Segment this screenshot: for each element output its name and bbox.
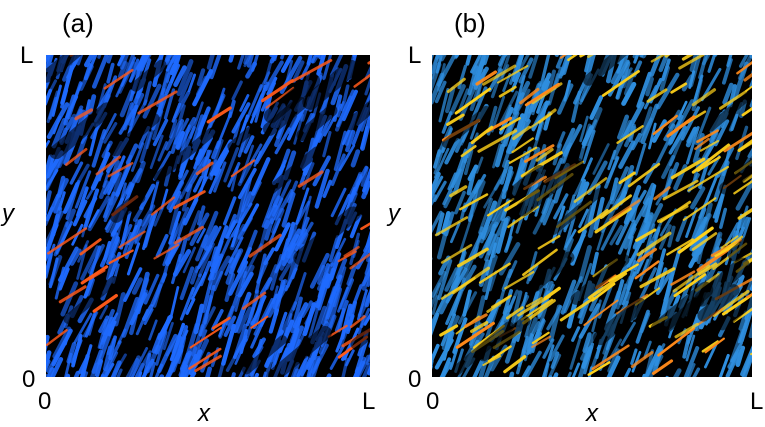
streak: [116, 197, 139, 216]
streak: [233, 82, 241, 99]
y-axis-label: y: [388, 202, 400, 226]
streak: [322, 376, 329, 378]
streak: [641, 376, 645, 377]
streak: [211, 97, 223, 127]
streak: [644, 55, 656, 56]
panel-tag: (b): [454, 8, 486, 39]
streak: [259, 373, 265, 377]
panel-tag: (a): [62, 8, 94, 39]
streak: [678, 218, 686, 240]
panel-b: (b) L y 0 0 x L: [388, 0, 765, 424]
streak: [94, 56, 106, 86]
x-axis-label: x: [198, 402, 210, 426]
streak: [362, 216, 371, 229]
streak: [506, 237, 511, 251]
streak: [228, 374, 234, 377]
streak: [108, 65, 113, 82]
streak: [662, 68, 668, 90]
panel-a: (a) L y 0 0 x L: [0, 0, 382, 424]
x-axis-label: x: [586, 402, 598, 426]
streak: [171, 287, 178, 318]
streak: [282, 55, 286, 58]
y-origin-label: 0: [22, 368, 35, 392]
streak: [109, 55, 117, 62]
streak: [539, 236, 559, 248]
streak: [231, 55, 237, 61]
streak: [355, 174, 361, 193]
simulation-snapshot: [46, 55, 370, 377]
simulation-snapshot: [432, 55, 752, 377]
streak: [432, 314, 438, 338]
streak: [692, 189, 703, 208]
x-max-label: L: [362, 390, 375, 414]
streak: [671, 371, 679, 377]
y-origin-label: 0: [408, 368, 421, 392]
y-axis-label: y: [2, 202, 14, 226]
y-max-label: L: [408, 44, 421, 68]
y-max-label: L: [20, 44, 33, 68]
x-origin-label: 0: [426, 390, 439, 414]
streak: [470, 167, 476, 179]
x-max-label: L: [750, 390, 763, 414]
streak: [353, 152, 358, 166]
streak-field-b: [432, 55, 752, 377]
streak: [135, 209, 142, 221]
streak: [338, 359, 347, 377]
streak: [508, 374, 512, 377]
x-origin-label: 0: [38, 390, 51, 414]
streak: [621, 369, 629, 377]
streak: [350, 286, 361, 315]
streak: [601, 196, 630, 218]
streak-field-a: [46, 55, 370, 377]
streak: [446, 110, 486, 144]
streak: [564, 373, 570, 377]
streak: [154, 286, 160, 306]
